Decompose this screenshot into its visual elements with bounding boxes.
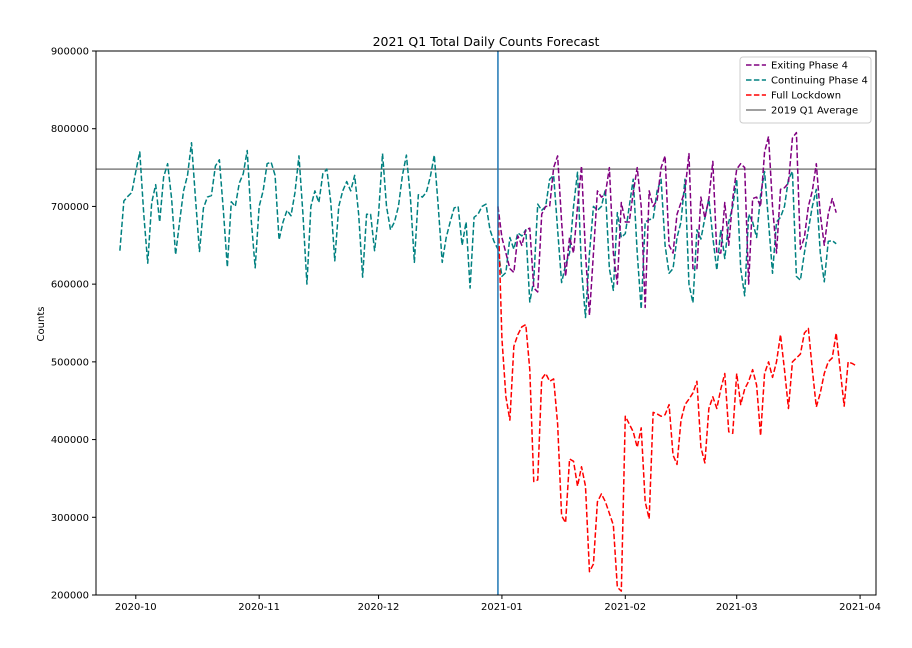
- legend-label: Full Lockdown: [771, 91, 841, 102]
- y-tick-label: 500000: [51, 357, 89, 368]
- x-tick-label: 2021-04: [839, 602, 881, 613]
- y-tick-label: 300000: [51, 513, 89, 524]
- x-tick-label: 2021-03: [716, 602, 758, 613]
- axis-ticks: 200000 300000 400000 500000 600000 700000 8000…: [51, 47, 881, 614]
- series-line-full-lockdown: [497, 206, 857, 592]
- legend: Exiting Phase 4 Continuing Phase 4 Full Lo…: [739, 56, 872, 124]
- chart-title: 2021 Q1 Total Daily Counts Forecast: [373, 34, 600, 49]
- y-tick-label: 600000: [51, 280, 89, 291]
- y-tick-label: 400000: [51, 435, 89, 446]
- x-tick-label: 2020-11: [238, 602, 280, 613]
- legend-box: [739, 56, 872, 124]
- y-tick-label: 700000: [51, 202, 89, 213]
- y-axis-label: Counts: [36, 307, 47, 342]
- plot-area: [96, 51, 876, 595]
- legend-label: 2019 Q1 Average: [771, 106, 858, 117]
- legend-label: Continuing Phase 4: [771, 76, 868, 87]
- axes-frame: [95, 50, 877, 596]
- x-tick-label: 2020-12: [358, 602, 400, 613]
- x-tick-label: 2020-10: [115, 602, 157, 613]
- y-tick-label: 900000: [51, 47, 89, 58]
- x-tick-label: 2021-02: [604, 602, 646, 613]
- legend-label: Exiting Phase 4: [771, 61, 848, 72]
- y-tick-label: 800000: [51, 124, 89, 135]
- series-line-exiting-phase-4: [497, 131, 837, 316]
- x-tick-label: 2021-01: [481, 602, 523, 613]
- y-tick-label: 200000: [51, 591, 89, 602]
